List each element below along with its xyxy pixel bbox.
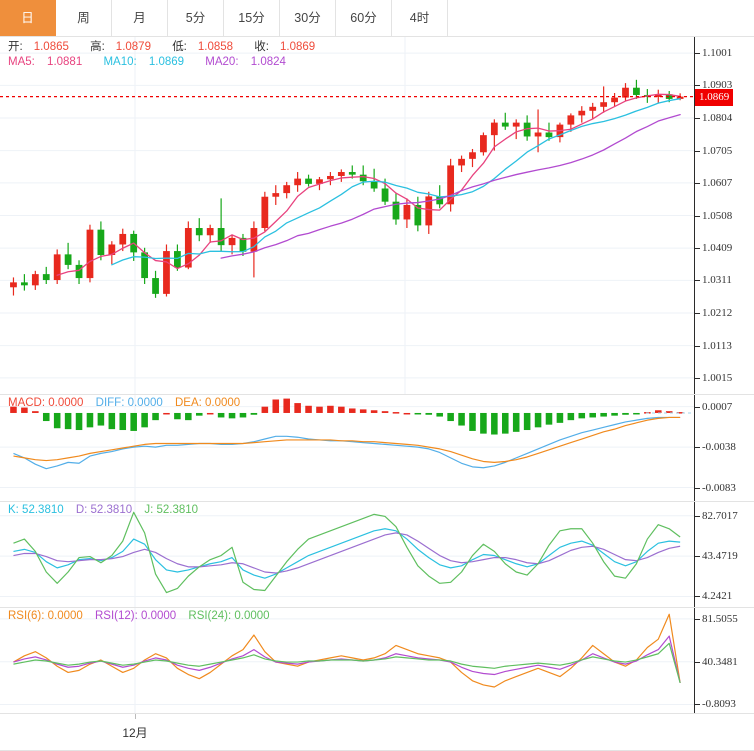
macd-axis: 0.0007 -0.0038 -0.0083 (694, 395, 754, 501)
panel-separator-1 (0, 394, 754, 395)
axis-label: 1.0607 (702, 176, 733, 189)
kdj-svg (0, 502, 694, 607)
axis-label: 1.0508 (702, 209, 733, 222)
axis-tick (695, 704, 700, 706)
rsi-axis: 81.5055 40.3481 -0.8093 (694, 608, 754, 713)
axis-label: 1.0903 (702, 79, 733, 92)
axis-label: 1.0212 (702, 306, 733, 319)
axis-label: 1.0113 (702, 339, 732, 352)
axis-label: 4.2421 (702, 590, 733, 603)
timeframe-tab-6[interactable]: 60分 (336, 0, 392, 36)
axis-tick (695, 377, 700, 379)
axis-label: 1.0311 (702, 274, 732, 287)
axis-label: -0.8093 (702, 698, 736, 711)
axis-tick (695, 118, 700, 120)
panel-separator-2 (0, 501, 754, 502)
axis-tick (695, 85, 700, 87)
axis-tick (695, 215, 700, 217)
timeframe-tab-4[interactable]: 15分 (224, 0, 280, 36)
tab-bar-filler (448, 0, 754, 36)
axis-label: 0.0007 (702, 400, 733, 413)
timeframe-tab-1[interactable]: 周 (56, 0, 112, 36)
timeframe-tab-bar[interactable]: 日周月 5分 15分 30分 60分 4时 (0, 0, 754, 37)
axis-label: 1.0409 (702, 242, 733, 255)
axis-label: 1.1001 (702, 47, 733, 60)
rsi-panel[interactable]: 81.5055 40.3481 -0.8093 RSI(6): 0.0000 RSI… (0, 608, 754, 713)
price-axis: 1.1001 1.0903 1.0804 1.0705 1.0607 1.0508 1.04… (694, 37, 754, 394)
rsi-svg (0, 608, 694, 713)
axis-tick (695, 312, 700, 314)
axis-tick (695, 182, 700, 184)
kdj-axis: 82.7017 43.4719 4.2421 (694, 502, 754, 607)
price-candlestick-svg (0, 37, 694, 394)
axis-label: 1.0804 (702, 112, 733, 125)
kdj-plot-area[interactable] (0, 502, 694, 607)
macd-panel[interactable]: 0.0007 -0.0038 -0.0083 MACD: 0.0000 DIFF: … (0, 395, 754, 501)
axis-tick (695, 447, 700, 449)
timeframe-tab-2[interactable]: 月 (112, 0, 168, 36)
axis-tick (695, 487, 700, 489)
axis-tick (695, 406, 700, 408)
axis-tick (695, 248, 700, 250)
price-chart-panel[interactable]: 1.1001 1.0903 1.0804 1.0705 1.0607 1.0508 1.04… (0, 37, 754, 394)
panel-separator-3 (0, 607, 754, 608)
time-axis-label: 12月 (122, 726, 148, 740)
axis-tick (695, 661, 700, 663)
timeframe-tab-0[interactable]: 日 (0, 0, 56, 36)
timeframe-tab-5[interactable]: 30分 (280, 0, 336, 36)
time-axis-tick (135, 714, 136, 719)
timeframe-tab-7[interactable]: 4时 (392, 0, 448, 36)
axis-label: 81.5055 (702, 612, 738, 625)
axis-label: 1.0705 (702, 144, 733, 157)
axis-tick (695, 280, 700, 282)
timeframe-tab-3[interactable]: 5分 (168, 0, 224, 36)
axis-label: 82.7017 (702, 509, 738, 522)
axis-tick (695, 515, 700, 517)
price-plot-area[interactable] (0, 37, 694, 394)
panel-separator-4 (0, 713, 754, 714)
rsi-plot-area[interactable] (0, 608, 694, 713)
axis-label: 1.0015 (702, 371, 733, 384)
axis-label: -0.0038 (702, 441, 736, 454)
current-price-flag: 1.0869 (695, 88, 734, 106)
axis-label: -0.0083 (702, 481, 736, 494)
macd-svg (0, 395, 694, 501)
axis-tick (695, 596, 700, 598)
axis-label: 40.3481 (702, 655, 738, 668)
axis-tick (695, 150, 700, 152)
kdj-panel[interactable]: 82.7017 43.4719 4.2421 K: 52.3810 D: 52.38… (0, 502, 754, 607)
time-axis: 12月 (0, 714, 754, 751)
axis-label: 43.4719 (702, 550, 738, 563)
axis-tick (695, 345, 700, 347)
axis-tick (695, 53, 700, 55)
axis-tick (695, 556, 700, 558)
axis-tick (695, 618, 700, 620)
macd-plot-area[interactable] (0, 395, 694, 501)
